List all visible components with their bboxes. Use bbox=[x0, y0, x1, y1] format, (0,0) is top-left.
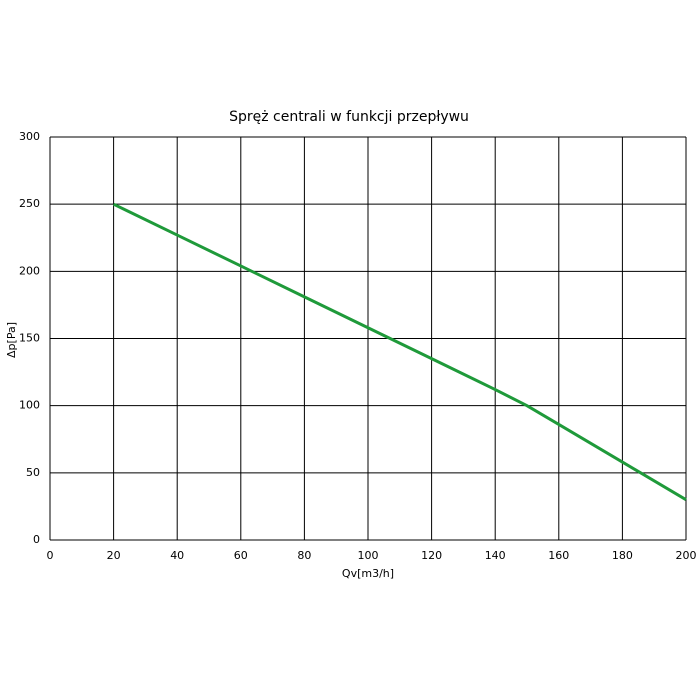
x-tick-label: 120 bbox=[421, 549, 442, 562]
y-tick-label: 300 bbox=[19, 130, 40, 143]
y-tick-label: 150 bbox=[19, 332, 40, 345]
x-tick-label: 80 bbox=[297, 549, 311, 562]
line-series bbox=[112, 202, 687, 501]
y-tick-label: 0 bbox=[33, 533, 40, 546]
y-tick-label: 200 bbox=[19, 264, 40, 277]
x-tick-label: 200 bbox=[676, 549, 697, 562]
x-tick-label: 60 bbox=[234, 549, 248, 562]
x-axis-label: Qv[m3/h] bbox=[342, 567, 394, 580]
x-tick-label: 160 bbox=[548, 549, 569, 562]
y-tick-label: 250 bbox=[19, 197, 40, 210]
x-tick-label: 40 bbox=[170, 549, 184, 562]
y-axis-label: Δp[Pa] bbox=[5, 322, 18, 358]
y-tick-label: 50 bbox=[26, 466, 40, 479]
x-tick-label: 0 bbox=[47, 549, 54, 562]
y-tick-label: 100 bbox=[19, 399, 40, 412]
chart-title: Spręż centrali w funkcji przepływu bbox=[229, 109, 469, 125]
x-tick-label: 100 bbox=[358, 549, 379, 562]
x-tick-label: 180 bbox=[612, 549, 633, 562]
x-tick-label: 140 bbox=[485, 549, 506, 562]
x-tick-label: 20 bbox=[107, 549, 121, 562]
